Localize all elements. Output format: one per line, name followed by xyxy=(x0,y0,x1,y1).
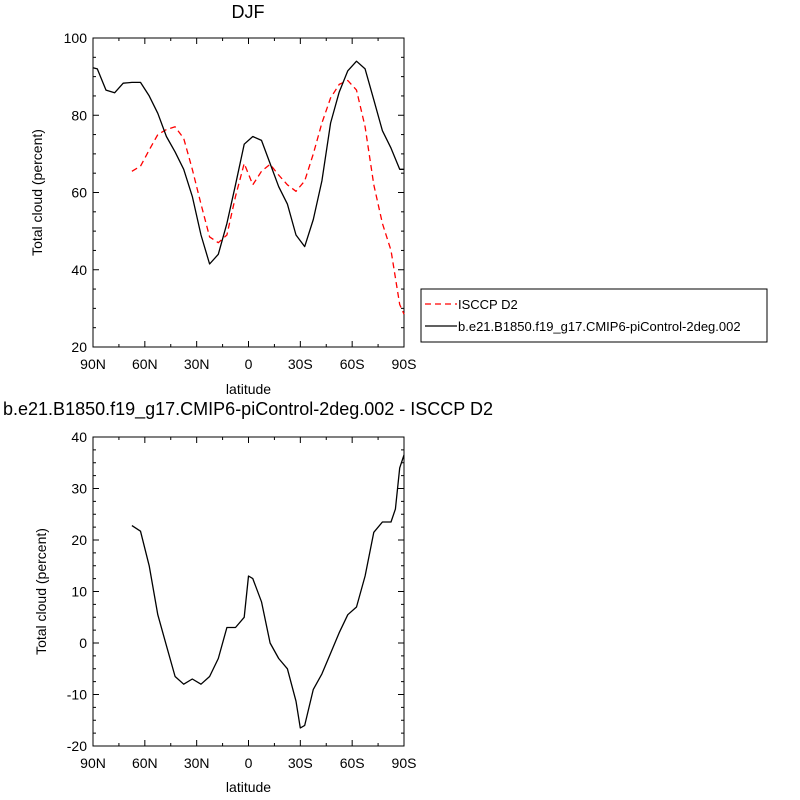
y-tick-label: 10 xyxy=(71,584,87,600)
x-tick-label: 60S xyxy=(340,356,365,372)
y-tick-label: 20 xyxy=(71,339,87,355)
y-tick-label: 100 xyxy=(64,30,88,46)
y-tick-label: 40 xyxy=(71,429,87,445)
y-tick-label: 30 xyxy=(71,481,87,497)
plot-frame xyxy=(92,436,405,747)
y-tick-label: 0 xyxy=(79,635,87,651)
chart-title: b.e21.B1850.f19_g17.CMIP6-piControl-2deg… xyxy=(3,399,493,420)
legend-label: ISCCP D2 xyxy=(458,297,518,312)
x-tick-label: 0 xyxy=(245,356,253,372)
plot-frame xyxy=(92,37,405,348)
x-axis-label: latitude xyxy=(226,779,271,795)
y-tick-label: 20 xyxy=(71,532,87,548)
x-tick-label: 0 xyxy=(245,755,253,771)
x-axis-label: latitude xyxy=(226,381,271,397)
y-tick-label: -20 xyxy=(67,738,87,754)
top-chart-panel: DJF 90N 60N 30N 0 30S 60S 90S 20 40 60 80 100 latitud… xyxy=(29,2,768,397)
x-tick-label: 60N xyxy=(132,356,158,372)
x-tick-label: 30N xyxy=(184,356,210,372)
y-tick-label: 60 xyxy=(71,185,87,201)
y-axis-label: Total cloud (percent) xyxy=(29,129,45,256)
x-tick-label: 90S xyxy=(392,356,417,372)
x-tick-label: 30S xyxy=(288,356,313,372)
x-tick-label: 90S xyxy=(392,755,417,771)
legend-box xyxy=(420,288,768,343)
y-tick-label: 40 xyxy=(71,262,87,278)
y-tick-label: 80 xyxy=(71,107,87,123)
x-tick-label: 30S xyxy=(288,755,313,771)
chart-title: DJF xyxy=(232,2,265,22)
x-tick-label: 60N xyxy=(132,755,158,771)
x-tick-label: 90N xyxy=(80,356,106,372)
x-tick-label: 90N xyxy=(80,755,106,771)
y-axis-label: Total cloud (percent) xyxy=(33,528,49,655)
legend-label: b.e21.B1850.f19_g17.CMIP6-piControl-2deg… xyxy=(458,319,741,334)
series-line-isccp xyxy=(131,79,405,315)
legend: ISCCP D2 b.e21.B1850.f19_g17.CMIP6-piCont… xyxy=(420,288,768,343)
x-tick-label: 30N xyxy=(184,755,210,771)
x-tick-label: 60S xyxy=(340,755,365,771)
y-tick-label: -10 xyxy=(67,687,87,703)
series-line-model xyxy=(92,60,404,265)
bottom-chart-panel: b.e21.B1850.f19_g17.CMIP6-piControl-2deg… xyxy=(3,399,493,795)
series-line-model xyxy=(131,454,405,729)
